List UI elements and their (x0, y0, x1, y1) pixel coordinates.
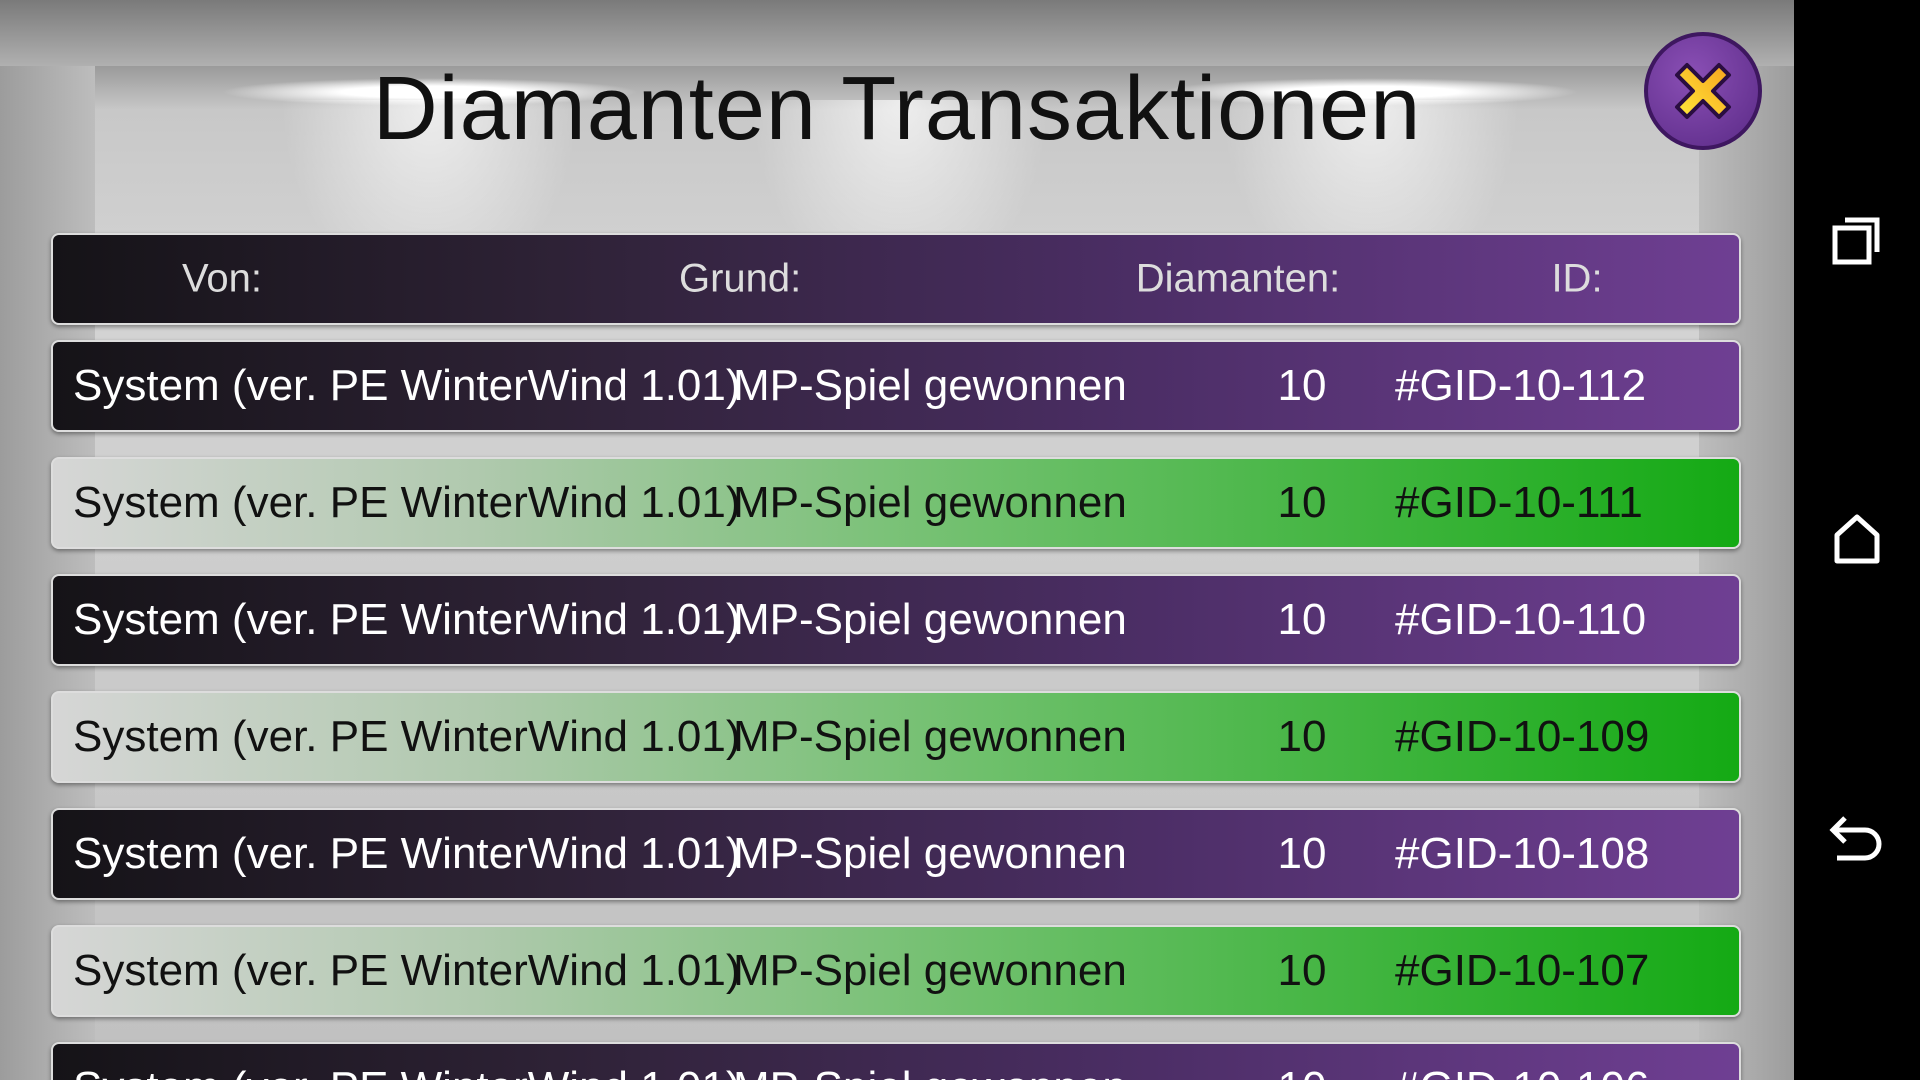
table-row[interactable]: System (ver. PE WinterWind 1.01)MP-Spiel… (51, 457, 1741, 549)
recent-apps-button[interactable] (1822, 205, 1892, 275)
home-button[interactable] (1822, 504, 1892, 574)
close-button[interactable] (1644, 32, 1762, 150)
header-diamonds: Diamanten: (1135, 256, 1341, 301)
row-id: #GID-10-108 (1395, 829, 1650, 878)
page-title: Diamanten Transaktionen (372, 59, 1422, 159)
header-reason: Grund: (679, 256, 802, 301)
table-row[interactable]: System (ver. PE WinterWind 1.01)MP-Spiel… (51, 925, 1741, 1017)
row-diamonds: 10 (1277, 946, 1327, 995)
table-row[interactable]: System (ver. PE WinterWind 1.01)MP-Spiel… (51, 691, 1741, 783)
back-icon (1829, 816, 1882, 861)
header-from: Von: (181, 256, 263, 301)
row-from: System (ver. PE WinterWind 1.01) (73, 946, 741, 995)
row-reason: MP-Spiel gewonnen (733, 361, 1127, 410)
row-reason: MP-Spiel gewonnen (733, 595, 1127, 644)
row-diamonds: 10 (1277, 712, 1327, 761)
row-from: System (ver. PE WinterWind 1.01) (73, 478, 741, 527)
game-screen: Diamanten Transaktionen Von: Grund: Diam… (0, 0, 1794, 1080)
row-reason: MP-Spiel gewonnen (733, 829, 1127, 878)
row-id: #GID-10-109 (1395, 712, 1650, 761)
row-id: #GID-10-106 (1395, 1063, 1649, 1080)
row-from: System (ver. PE WinterWind 1.01) (73, 361, 741, 410)
table-row[interactable]: System (ver. PE WinterWind 1.01)MP-Spiel… (51, 340, 1741, 432)
table-row[interactable]: System (ver. PE WinterWind 1.01)MP-Spiel… (51, 1042, 1741, 1080)
table-row[interactable]: System (ver. PE WinterWind 1.01)MP-Spiel… (51, 574, 1741, 666)
home-icon (1834, 514, 1880, 564)
recent-apps-icon (1832, 217, 1880, 265)
row-from: System (ver. PE WinterWind 1.01) (73, 712, 741, 761)
row-diamonds: 10 (1277, 361, 1327, 410)
row-id: #GID-10-111 (1395, 478, 1643, 527)
row-reason: MP-Spiel gewonnen (733, 946, 1127, 995)
row-reason: MP-Spiel gewonnen (733, 1063, 1127, 1080)
header-id: ID: (1551, 256, 1603, 301)
row-id: #GID-10-112 (1395, 361, 1647, 410)
row-diamonds: 10 (1252, 1063, 1352, 1080)
row-reason: MP-Spiel gewonnen (733, 712, 1127, 761)
row-id: #GID-10-107 (1395, 946, 1650, 995)
row-from: System (ver. PE WinterWind 1.01) (73, 829, 741, 878)
row-reason: MP-Spiel gewonnen (733, 478, 1127, 527)
row-from: System (ver. PE WinterWind 1.01) (73, 1063, 741, 1080)
android-nav-bar (1794, 0, 1920, 1080)
back-button[interactable] (1822, 805, 1892, 875)
row-diamonds: 10 (1277, 595, 1327, 644)
ceiling (0, 0, 1794, 66)
table-header: Von: Grund: Diamanten: ID: (51, 233, 1741, 325)
close-x-icon (1675, 63, 1731, 119)
row-diamonds: 10 (1277, 478, 1327, 527)
table-row[interactable]: System (ver. PE WinterWind 1.01)MP-Spiel… (51, 808, 1741, 900)
row-id: #GID-10-110 (1395, 595, 1647, 644)
row-diamonds: 10 (1277, 829, 1327, 878)
row-from: System (ver. PE WinterWind 1.01) (73, 595, 741, 644)
